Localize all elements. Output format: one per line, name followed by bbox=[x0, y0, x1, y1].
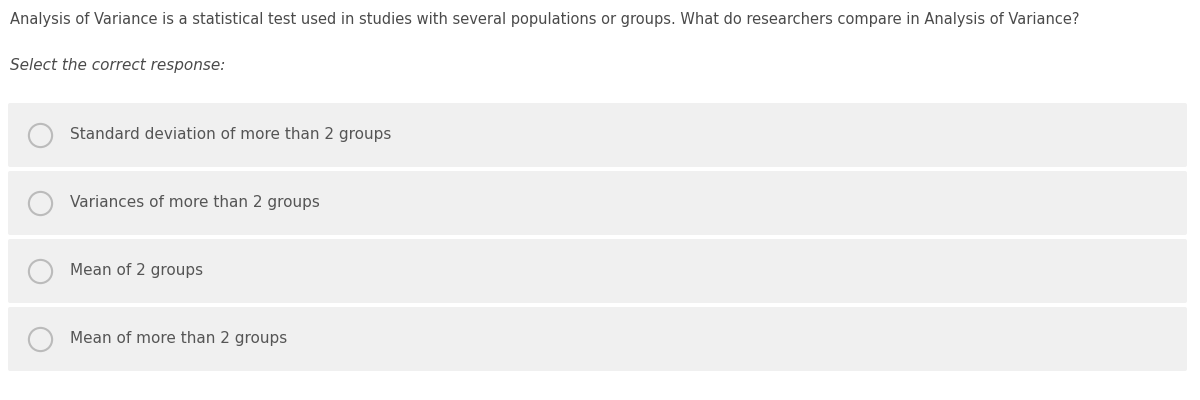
FancyBboxPatch shape bbox=[8, 171, 1187, 235]
Text: Mean of 2 groups: Mean of 2 groups bbox=[70, 264, 203, 278]
Point bbox=[30, 268, 49, 274]
FancyBboxPatch shape bbox=[8, 307, 1187, 371]
Text: Mean of more than 2 groups: Mean of more than 2 groups bbox=[70, 332, 287, 346]
Text: Analysis of Variance is a statistical test used in studies with several populati: Analysis of Variance is a statistical te… bbox=[10, 12, 1080, 27]
FancyBboxPatch shape bbox=[8, 239, 1187, 303]
Text: Standard deviation of more than 2 groups: Standard deviation of more than 2 groups bbox=[70, 128, 391, 142]
Point bbox=[30, 200, 49, 206]
Text: Variances of more than 2 groups: Variances of more than 2 groups bbox=[70, 196, 320, 210]
Point bbox=[30, 336, 49, 342]
FancyBboxPatch shape bbox=[8, 103, 1187, 167]
Text: Select the correct response:: Select the correct response: bbox=[10, 58, 226, 73]
Point bbox=[30, 132, 49, 138]
